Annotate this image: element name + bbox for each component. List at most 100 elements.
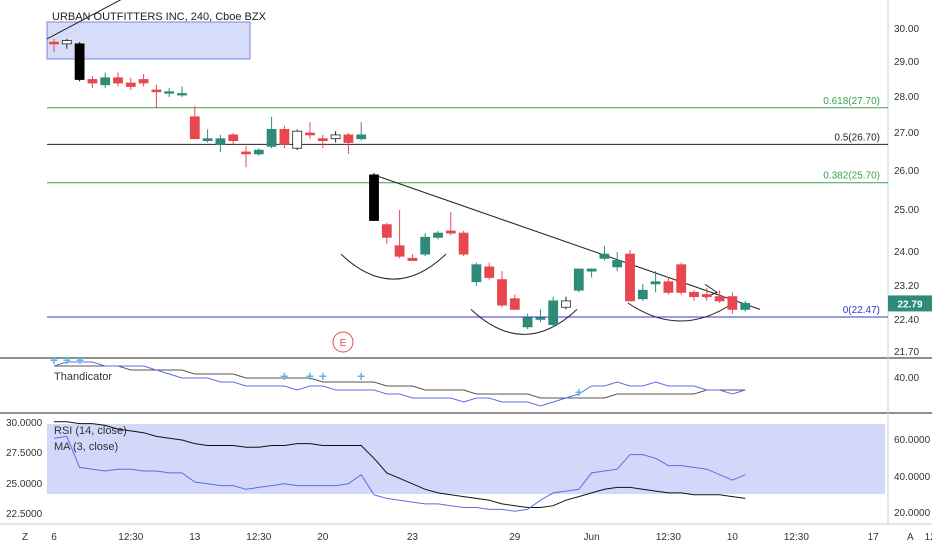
candle-body[interactable]	[253, 149, 264, 155]
candle-body[interactable]	[49, 41, 59, 45]
price-tick-label: 29.00	[894, 57, 919, 68]
candle-body[interactable]	[637, 289, 648, 300]
candle-body[interactable]	[727, 296, 738, 310]
fib-level-label: 0.5(26.70)	[834, 132, 880, 143]
candle-body[interactable]	[407, 257, 418, 261]
price-tick-label: 22.40	[894, 315, 919, 326]
candle-body[interactable]	[561, 300, 571, 308]
candle-body[interactable]	[202, 138, 213, 141]
candle-body[interactable]	[177, 93, 187, 96]
candle-body[interactable]	[305, 132, 315, 136]
candle-body[interactable]	[369, 174, 379, 221]
last-price-value: 22.79	[897, 299, 922, 310]
candle-body[interactable]	[381, 224, 392, 238]
signal-cross-icon: +	[76, 352, 84, 368]
candle-body[interactable]	[535, 317, 546, 320]
earnings-marker-icon[interactable]	[332, 331, 354, 353]
chart-title: URBAN OUTFITTERS INC, 240, Cboe BZX	[52, 11, 267, 23]
candle-body[interactable]	[330, 134, 341, 140]
candle-body[interactable]	[586, 268, 597, 272]
last-price-badge	[888, 295, 932, 312]
candle-body[interactable]	[317, 138, 328, 141]
time-tick-label: 12:30	[925, 532, 932, 543]
price-axis-ticks: 30.00 29.00 28.00 27.00 26.00 25.00 24.00 23.20…	[894, 24, 919, 358]
candle-body[interactable]	[356, 134, 367, 140]
rsi-band	[47, 424, 885, 494]
time-tick-label: 13	[189, 532, 201, 543]
candle-body[interactable]	[138, 79, 149, 84]
rsi-right-tick-label: 20.0000	[894, 508, 931, 519]
time-tick-label: Jun	[584, 532, 600, 543]
candle-body[interactable]	[509, 298, 520, 310]
candle-body[interactable]	[125, 82, 136, 87]
candle-body[interactable]	[548, 300, 559, 325]
rsi-left-tick-label: 27.5000	[6, 448, 43, 459]
time-tick-label: 12:30	[784, 532, 809, 543]
candle-body[interactable]	[61, 40, 72, 45]
candle-body[interactable]	[241, 151, 251, 155]
signal-cross-icon: +	[319, 368, 327, 384]
signal-cross-icon: +	[63, 352, 71, 368]
candle-body[interactable]	[292, 130, 303, 149]
candle-body[interactable]	[522, 317, 533, 328]
candle-body[interactable]	[113, 77, 123, 84]
ma-line	[54, 421, 746, 508]
candle-body[interactable]	[215, 138, 226, 145]
earnings-marker-label: E	[340, 338, 347, 349]
rsi-line	[53, 435, 746, 512]
candle-body[interactable]	[740, 303, 751, 310]
thandicator-signal-line	[54, 365, 746, 399]
candle-body[interactable]	[394, 245, 405, 257]
candle-body[interactable]	[151, 89, 162, 93]
thandicator-line	[53, 361, 746, 407]
candle-body[interactable]	[484, 266, 495, 278]
cup-arc-3	[627, 302, 734, 322]
time-tick-label: 17	[868, 532, 880, 543]
signal-cross-icon: +	[50, 352, 58, 368]
candle-body[interactable]	[689, 291, 699, 298]
candle-body[interactable]	[625, 253, 635, 302]
candle-body[interactable]	[676, 264, 687, 293]
time-tick-label: 29	[509, 532, 521, 543]
candle-body[interactable]	[445, 230, 456, 234]
price-tick-label: 24.00	[894, 247, 919, 258]
candle-body[interactable]	[458, 232, 469, 255]
candle-body[interactable]	[164, 91, 175, 94]
time-tick-label: 12:30	[118, 532, 143, 543]
candle-body[interactable]	[497, 279, 507, 306]
time-tick-label: 20	[317, 532, 329, 543]
footer-right-label: A	[907, 532, 914, 543]
candle-body[interactable]	[701, 294, 712, 298]
candle-body[interactable]	[573, 268, 584, 291]
candle-body[interactable]	[189, 116, 200, 140]
candle-body[interactable]	[87, 79, 98, 84]
candle-body[interactable]	[420, 236, 431, 255]
signal-cross-icon: +	[306, 368, 314, 384]
candle-body[interactable]	[100, 77, 111, 86]
candle-body[interactable]	[279, 128, 290, 145]
candle-body[interactable]	[663, 281, 674, 293]
candle-body[interactable]	[433, 232, 443, 238]
time-tick-label: 12:30	[246, 532, 271, 543]
candle-body[interactable]	[471, 264, 482, 283]
candle-body[interactable]	[714, 296, 725, 302]
candle-body[interactable]	[650, 281, 661, 285]
thandicator-tick-label: 40.00	[894, 373, 919, 384]
ma-legend: MA (3, close)	[54, 441, 118, 453]
candle-body[interactable]	[343, 134, 354, 143]
time-tick-label: 10	[727, 532, 739, 543]
rsi-pane: 30.0000 27.5000 25.0000 22.5000 60.0000 40.00…	[6, 418, 931, 520]
rsi-left-tick-label: 30.0000	[6, 418, 43, 429]
candle-body[interactable]	[612, 260, 623, 268]
price-tick-label: 23.20	[894, 281, 919, 292]
candle-body[interactable]	[599, 253, 610, 259]
rsi-left-tick-label: 22.5000	[6, 509, 43, 520]
time-tick-label: 12:30	[656, 532, 681, 543]
time-tick-label: 23	[407, 532, 419, 543]
candle-body[interactable]	[266, 128, 277, 147]
candle-body[interactable]	[74, 43, 85, 80]
candle-body[interactable]	[228, 134, 239, 141]
rsi-legend: RSI (14, close)	[54, 425, 127, 437]
